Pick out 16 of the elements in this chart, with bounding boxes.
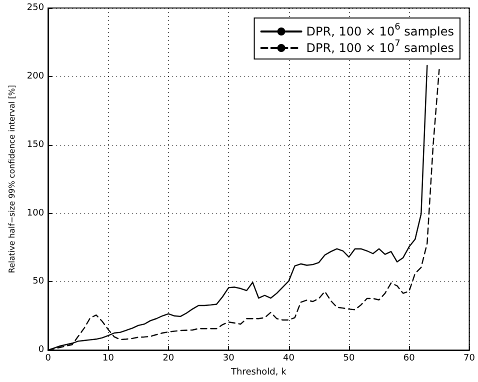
x-tick-label: 60 bbox=[403, 354, 416, 364]
x-axis-title: Threshold, k bbox=[230, 368, 288, 378]
y-tick-label: 100 bbox=[26, 208, 44, 218]
y-tick-label: 150 bbox=[26, 140, 44, 150]
x-tick-label: 30 bbox=[222, 354, 235, 364]
x-tick-label: 20 bbox=[162, 354, 174, 364]
x-tick-label: 70 bbox=[464, 354, 476, 364]
x-tick-label: 10 bbox=[102, 354, 114, 364]
y-axis-title: Relative half−size 99% confidence interval [%] bbox=[8, 84, 16, 274]
x-tick-label: 0 bbox=[45, 354, 52, 364]
x-tick-label: 50 bbox=[343, 354, 355, 364]
y-tick-label: 200 bbox=[26, 71, 44, 82]
x-tick-label: 40 bbox=[283, 354, 295, 364]
y-tick-label: 250 bbox=[26, 3, 44, 13]
y-tick-label: 50 bbox=[32, 276, 44, 287]
y-tick-label: 0 bbox=[38, 345, 44, 356]
